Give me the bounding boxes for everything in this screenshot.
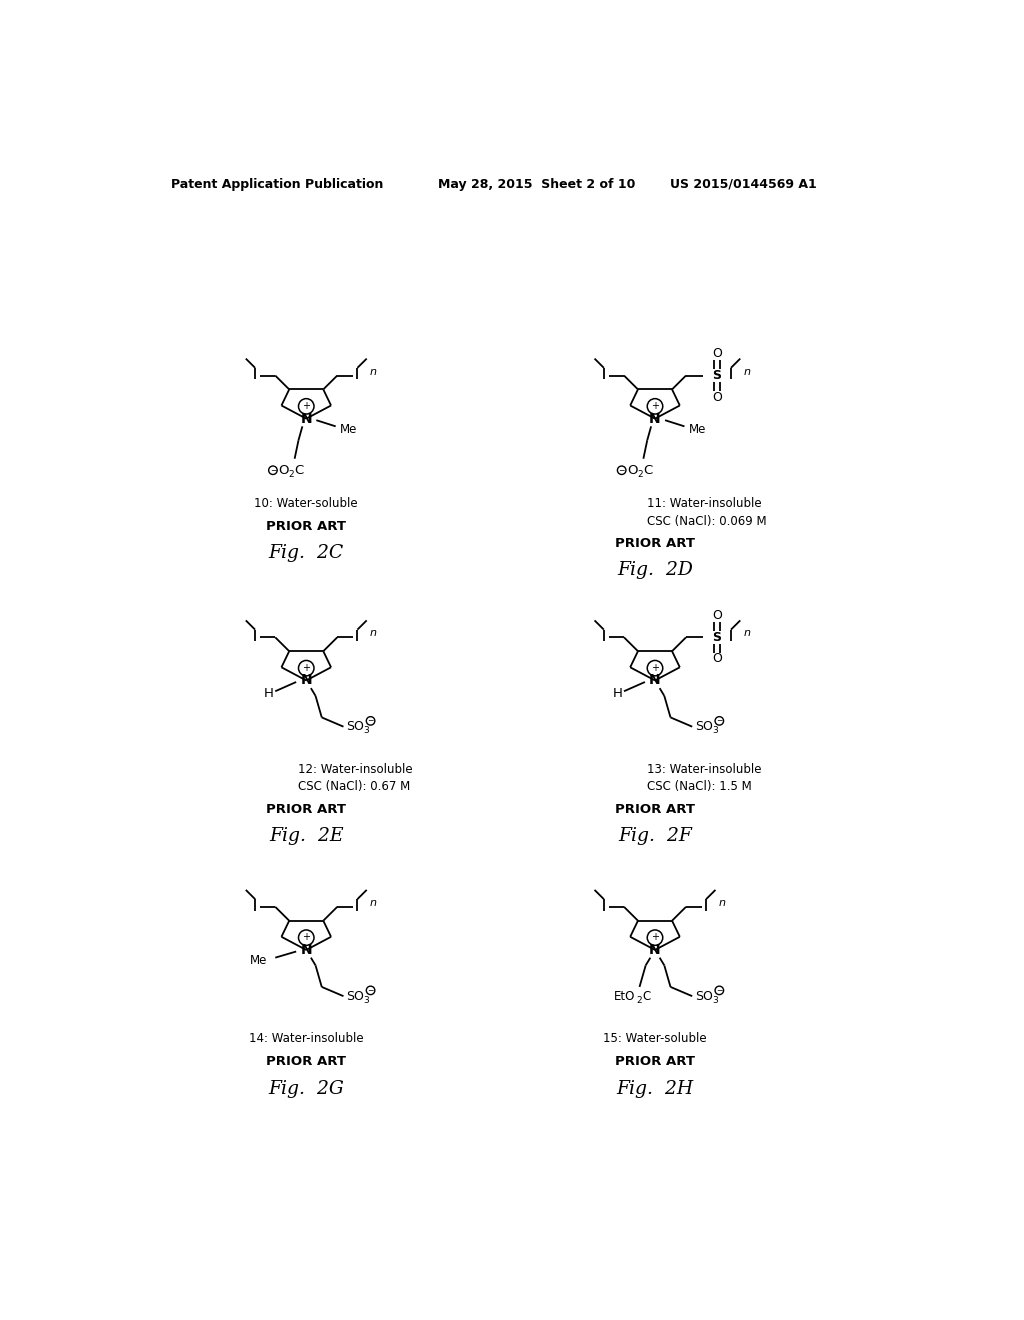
Text: +: +: [651, 663, 659, 673]
Text: CSC (NaCl): 1.5 M: CSC (NaCl): 1.5 M: [647, 780, 752, 793]
Text: O: O: [712, 347, 722, 360]
Text: Me: Me: [689, 422, 707, 436]
Text: PRIOR ART: PRIOR ART: [615, 537, 695, 550]
Text: 15: Water-soluble: 15: Water-soluble: [603, 1032, 707, 1045]
Text: +: +: [651, 932, 659, 942]
Text: S: S: [713, 370, 722, 381]
Text: O: O: [712, 391, 722, 404]
Text: +: +: [651, 401, 659, 411]
Text: 3: 3: [364, 726, 370, 735]
Text: Fig.  2C: Fig. 2C: [268, 544, 344, 562]
Text: 2: 2: [637, 470, 643, 479]
Text: Fig.  2D: Fig. 2D: [617, 561, 693, 579]
Text: Fig.  2H: Fig. 2H: [616, 1080, 693, 1097]
Text: C: C: [295, 463, 304, 477]
Text: Fig.  2F: Fig. 2F: [618, 828, 692, 845]
Text: N: N: [300, 412, 312, 425]
Text: 3: 3: [364, 995, 370, 1005]
Text: Me: Me: [250, 954, 267, 968]
Text: 2: 2: [289, 470, 294, 479]
Text: n: n: [370, 628, 377, 639]
Text: PRIOR ART: PRIOR ART: [266, 520, 346, 533]
Text: Patent Application Publication: Patent Application Publication: [171, 178, 383, 190]
Text: N: N: [300, 942, 312, 957]
Text: Fig.  2E: Fig. 2E: [269, 828, 344, 845]
Text: n: n: [719, 898, 726, 908]
Text: O: O: [279, 463, 289, 477]
Text: C: C: [643, 990, 651, 1003]
Text: −: −: [368, 986, 374, 995]
Text: n: n: [743, 367, 751, 376]
Text: 13: Water-insoluble: 13: Water-insoluble: [647, 763, 762, 776]
Text: C: C: [643, 463, 652, 477]
Text: 3: 3: [713, 995, 718, 1005]
Text: n: n: [743, 628, 751, 639]
Text: +: +: [302, 401, 310, 411]
Text: US 2015/0144569 A1: US 2015/0144569 A1: [671, 178, 817, 190]
Text: N: N: [300, 673, 312, 688]
Text: PRIOR ART: PRIOR ART: [615, 803, 695, 816]
Text: 2: 2: [636, 995, 642, 1005]
Text: EtO: EtO: [613, 990, 635, 1003]
Text: PRIOR ART: PRIOR ART: [266, 803, 346, 816]
Text: N: N: [649, 412, 660, 425]
Text: 11: Water-insoluble: 11: Water-insoluble: [647, 496, 762, 510]
Text: 14: Water-insoluble: 14: Water-insoluble: [249, 1032, 364, 1045]
Text: 3: 3: [713, 726, 718, 735]
Text: N: N: [649, 942, 660, 957]
Text: H: H: [264, 686, 274, 700]
Text: −: −: [368, 717, 374, 726]
Text: Fig.  2G: Fig. 2G: [268, 1080, 344, 1097]
Text: −: −: [716, 717, 723, 726]
Text: N: N: [649, 673, 660, 688]
Text: PRIOR ART: PRIOR ART: [615, 1055, 695, 1068]
Text: H: H: [612, 686, 623, 700]
Text: n: n: [370, 367, 377, 376]
Text: n: n: [370, 898, 377, 908]
Text: O: O: [627, 463, 638, 477]
Text: PRIOR ART: PRIOR ART: [266, 1055, 346, 1068]
Text: 12: Water-insoluble: 12: Water-insoluble: [299, 763, 413, 776]
Text: −: −: [618, 466, 625, 475]
Text: O: O: [712, 610, 722, 622]
Text: CSC (NaCl): 0.069 M: CSC (NaCl): 0.069 M: [647, 515, 767, 528]
Text: +: +: [302, 663, 310, 673]
Text: SO: SO: [695, 721, 713, 733]
Text: +: +: [302, 932, 310, 942]
Text: 10: Water-soluble: 10: Water-soluble: [254, 496, 358, 510]
Text: Me: Me: [340, 422, 357, 436]
Text: S: S: [713, 631, 722, 644]
Text: SO: SO: [695, 990, 713, 1003]
Text: May 28, 2015  Sheet 2 of 10: May 28, 2015 Sheet 2 of 10: [438, 178, 635, 190]
Text: −: −: [269, 466, 276, 475]
Text: −: −: [716, 986, 723, 995]
Text: CSC (NaCl): 0.67 M: CSC (NaCl): 0.67 M: [299, 780, 411, 793]
Text: SO: SO: [346, 721, 365, 733]
Text: O: O: [712, 652, 722, 665]
Text: SO: SO: [346, 990, 365, 1003]
